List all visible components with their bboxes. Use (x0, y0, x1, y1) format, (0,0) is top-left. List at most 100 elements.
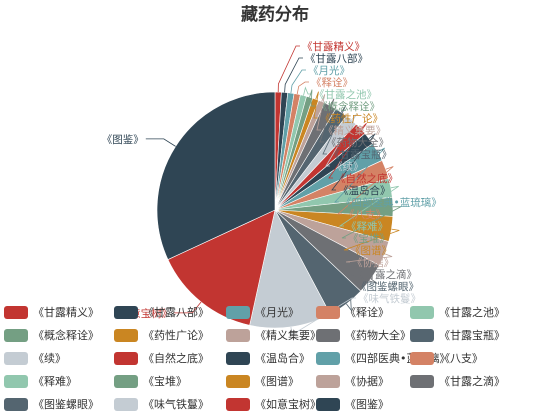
legend-item[interactable]: 《自然之底》 (114, 351, 209, 365)
legend-swatch (410, 375, 434, 388)
legend-item[interactable]: 《释难》 (4, 375, 77, 388)
legend-item[interactable]: 《味气铁鬘》 (114, 397, 209, 411)
legend-item[interactable]: 《月光》 (226, 305, 299, 319)
legend-swatch (316, 306, 340, 319)
label-leader-line (296, 81, 309, 95)
legend-item[interactable]: 《宝堆》 (114, 374, 187, 388)
legend-swatch (410, 306, 434, 319)
slice-label: 《精义集要》 (323, 124, 386, 137)
slice-label: 《图鉴螺眼》 (356, 280, 419, 293)
slice-label: 《甘露宝瓶》 (329, 148, 392, 161)
legend-label: 《续》 (33, 351, 66, 365)
slice-label: 《图鉴》 (102, 133, 144, 146)
legend-item[interactable]: 《甘露宝瓶》 (410, 328, 505, 342)
legend-swatch (226, 329, 250, 342)
label-leader-line (345, 253, 393, 263)
legend-item[interactable]: 《药物大全》 (316, 328, 411, 342)
legend-item[interactable]: 《甘露之池》 (410, 305, 505, 319)
legend-item[interactable]: 《甘露精义》 (4, 306, 99, 319)
legend-label: 《甘露之池》 (439, 305, 505, 319)
legend-item[interactable]: 《甘露八部》 (114, 305, 209, 319)
legend-item[interactable]: 《甘露之滴》 (410, 374, 505, 388)
label-leader-lines (145, 45, 402, 336)
legend-item[interactable]: 《精义集要》 (226, 328, 321, 342)
legend-swatch (114, 329, 138, 342)
legend-item[interactable]: 《图谱》 (226, 374, 299, 388)
legend-item[interactable]: 《八支》 (410, 352, 483, 365)
legend-swatch (114, 306, 138, 319)
legend-label: 《味气铁鬘》 (143, 397, 209, 411)
legend-item[interactable]: 《概念释诠》 (4, 328, 99, 342)
slice-label: 《释难》 (346, 220, 388, 233)
legend-swatch (226, 375, 250, 388)
legend-label: 《概念释诠》 (33, 328, 99, 342)
label-leader-line (343, 228, 400, 251)
legend-label: 《药性广论》 (143, 328, 209, 342)
slice-label: 《甘露八部》 (305, 52, 368, 65)
legend-item[interactable]: 《温岛合》 (226, 351, 310, 365)
legend-item[interactable]: 《药性广论》 (114, 328, 209, 342)
legend-label: 《甘露之滴》 (439, 374, 505, 388)
legend-swatch (316, 398, 340, 411)
pie-slice[interactable] (167, 209, 276, 326)
legend-label: 《释难》 (33, 375, 77, 388)
slice-label: 《自然之底》 (335, 172, 398, 185)
pie-slices (156, 91, 394, 329)
legend-label: 《四部医典•蓝琉璃》 (345, 351, 451, 365)
legend-swatch (226, 352, 250, 365)
slice-label: 《续》 (332, 160, 364, 173)
label-leader-line (174, 301, 202, 314)
legend-item[interactable]: 《续》 (4, 351, 66, 365)
legend-label: 《甘露宝瓶》 (439, 328, 505, 342)
legend-swatch (410, 352, 434, 365)
slice-label: 《图谱》 (350, 244, 392, 257)
legend-swatch (114, 398, 138, 411)
legend-swatch (4, 375, 28, 388)
legend-swatch (226, 398, 250, 411)
label-leader-line (347, 273, 378, 284)
legend-swatch (114, 375, 138, 388)
legend-swatch (316, 352, 340, 365)
slice-label: 《甘露之滴》 (354, 268, 417, 281)
slice-label: 《甘露精义》 (302, 40, 365, 53)
legend-item[interactable]: 《释诠》 (316, 305, 389, 319)
legend-swatch (4, 306, 28, 319)
label-leader-line (336, 166, 394, 215)
legend-swatch (114, 352, 138, 365)
label-leader-line (309, 89, 315, 107)
legend-label: 《协据》 (345, 374, 389, 388)
slice-label: 《协据》 (352, 256, 394, 269)
label-leader-line (284, 57, 303, 93)
chart-title: 藏药分布 (241, 4, 309, 25)
label-leader-line (328, 123, 367, 179)
label-leader-line (316, 94, 326, 131)
label-leader-line (325, 113, 357, 167)
slice-label: 《宝堆》 (348, 232, 390, 245)
label-leader-line (334, 147, 385, 203)
legend-swatch (316, 329, 340, 342)
legend-label: 《甘露精义》 (33, 306, 99, 319)
legend-item[interactable]: 《如意宝树》 (226, 397, 321, 411)
label-leader-line (322, 105, 347, 155)
legend-swatch (316, 375, 340, 388)
label-leader-line (313, 91, 319, 119)
legend-label: 《宝堆》 (143, 374, 187, 388)
legend-label: 《图谱》 (255, 374, 299, 388)
label-leader-line (341, 206, 402, 239)
legend: 《甘露精义》 《甘露八部》 《月光》 《释诠》 《甘露之池》《概念释诠》 《药性广论》 《精… (4, 305, 505, 411)
legend-swatch (4, 329, 28, 342)
legend-label: 《温岛合》 (255, 351, 310, 365)
pie-slice[interactable] (156, 91, 276, 260)
legend-label: 《甘露八部》 (143, 305, 209, 319)
slice-label: 《药物大全》 (326, 136, 389, 149)
legend-item[interactable]: 《图鉴螺眼》 (4, 398, 99, 411)
slice-label: 《味气铁鬘》 (358, 292, 421, 305)
legend-item[interactable]: 《协据》 (316, 374, 389, 388)
legend-item[interactable]: 《图鉴》 (316, 398, 389, 411)
slice-label: 《四部医典•蓝琉璃》 (341, 196, 442, 209)
legend-label: 《月光》 (255, 305, 299, 319)
slice-label: 《月光》 (308, 64, 350, 77)
legend-label: 《图鉴螺眼》 (33, 398, 99, 411)
